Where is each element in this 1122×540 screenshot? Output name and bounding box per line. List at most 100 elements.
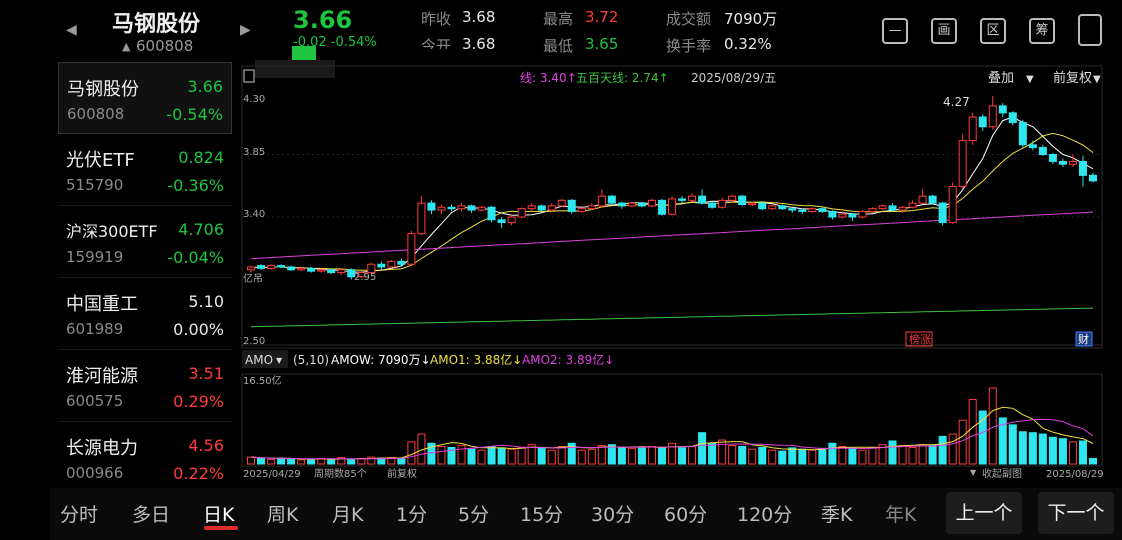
event-tag[interactable]: [905, 331, 933, 347]
watchlist-code: 159919: [66, 248, 124, 266]
collapse-subchart[interactable]: 收起副图: [982, 467, 1022, 480]
turnover-rate-value: 0.32%: [724, 35, 772, 53]
volume-pane-frame: [241, 373, 1103, 467]
watchlist-item[interactable]: 马钢股份 600808 3.66 -0.54%: [58, 62, 232, 134]
volume-bar: [798, 448, 807, 465]
next-stock-button[interactable]: 下一个: [1038, 492, 1114, 534]
watchlist-price: 0.824: [178, 148, 224, 167]
candle-body: [417, 202, 426, 235]
volume-bar: [347, 458, 356, 465]
volume-bar: [938, 435, 947, 465]
turnover-label: 成交额: [666, 10, 712, 28]
volume-bar: [527, 444, 536, 465]
volume-bar: [1058, 438, 1067, 465]
candle-body: [347, 269, 356, 278]
volume-bar: [597, 445, 606, 465]
candle-body: [908, 202, 917, 208]
kline-chart[interactable]: 线: 3.40↑ 五百天线: 2.74↑ 2025/08/29/五 叠加 ▼ 前…: [238, 62, 1106, 482]
tab-weekly-k[interactable]: 周K: [267, 504, 299, 526]
candle-body: [657, 199, 666, 215]
volume-bar: [657, 446, 666, 465]
tab-120min[interactable]: 120分: [737, 504, 793, 526]
tab-daily-k[interactable]: 日K: [203, 504, 235, 526]
volume-bar: [728, 445, 737, 465]
volume-bar: [968, 399, 977, 465]
volume-bar: [908, 446, 917, 465]
watchlist-item[interactable]: 中国重工 601989 5.10 0.00%: [58, 278, 232, 350]
watchlist-item[interactable]: 沪深300ETF 159919 4.706 -0.04%: [58, 206, 232, 278]
volume-bar: [247, 456, 256, 465]
watchlist-pct: 0.22%: [173, 464, 224, 483]
y-tick: 3.85: [243, 147, 265, 158]
overlay-button[interactable]: 叠加: [988, 71, 1014, 86]
candle-body: [457, 205, 466, 210]
adjust-button[interactable]: 前复权: [1053, 70, 1092, 86]
candle-body: [778, 205, 787, 210]
volume-bar: [1088, 457, 1097, 465]
candle-body: [267, 265, 276, 269]
kline-chart-area[interactable]: 线: 3.40↑ 五百天线: 2.74↑ 2025/08/29/五 叠加 ▼ 前…: [238, 62, 1106, 482]
tab-1min[interactable]: 1分: [396, 504, 428, 526]
prev-stock-arrow-icon[interactable]: ◀: [66, 22, 77, 38]
tab-multi-day[interactable]: 多日: [132, 504, 171, 526]
chips-icon[interactable]: 筹: [1029, 18, 1055, 44]
candle-body: [487, 206, 496, 221]
candle-body: [1058, 160, 1067, 165]
finance-tag[interactable]: [1075, 331, 1093, 347]
start-date: 2025/04/29: [243, 469, 301, 480]
legend-toggle-icon[interactable]: [243, 69, 255, 83]
candle-body: [898, 206, 907, 211]
draw-icon[interactable]: 画: [931, 18, 957, 44]
tooltip-stub: [255, 60, 335, 78]
volume-bar: [297, 459, 306, 465]
candle-body: [1028, 144, 1037, 149]
candle-body: [557, 199, 566, 207]
collapse-icon[interactable]: ▼: [970, 468, 977, 477]
tab-5min[interactable]: 5分: [458, 504, 490, 526]
candle-body: [507, 216, 516, 224]
phone-rotate-icon[interactable]: [1078, 14, 1102, 46]
candle-body: [988, 105, 997, 128]
tab-60min[interactable]: 60分: [664, 504, 708, 526]
candle-body: [497, 219, 506, 224]
grid-lines: [242, 154, 1102, 218]
prev-stock-button[interactable]: 上一个: [946, 492, 1022, 534]
next-stock-arrow-icon[interactable]: ▶: [240, 22, 251, 38]
low-label: 2.95: [354, 272, 376, 283]
y-tick: 2.50: [243, 336, 265, 347]
candle-body: [587, 205, 596, 210]
candle-body: [427, 202, 436, 211]
overlay-dropdown-icon[interactable]: ▼: [1026, 74, 1034, 85]
tab-intraday[interactable]: 分时: [60, 504, 99, 526]
candle-body: [828, 210, 837, 218]
candle-body: [477, 206, 486, 211]
vol-indicator-dropdown-icon[interactable]: ▼: [276, 356, 283, 365]
candle-body: [407, 233, 416, 265]
candle-body: [938, 202, 947, 224]
volume-bar: [477, 449, 486, 465]
candle-body: [527, 205, 536, 210]
candle-body: [387, 260, 396, 268]
candle-body: [758, 202, 767, 210]
tab-yearly-k[interactable]: 年K: [885, 504, 917, 526]
volume-bar: [627, 447, 636, 465]
volume-bar: [547, 449, 556, 465]
tab-quarterly-k[interactable]: 季K: [821, 504, 853, 526]
tab-30min[interactable]: 30分: [591, 504, 635, 526]
adjust-dropdown-icon[interactable]: ▼: [1093, 74, 1101, 85]
tab-monthly-k[interactable]: 月K: [332, 504, 364, 526]
watchlist-price: 3.51: [188, 364, 224, 383]
volume-bar: [738, 445, 747, 465]
watchlist-item[interactable]: 长源电力 000966 4.56 0.22%: [58, 422, 232, 494]
vol-indicator-select[interactable]: [242, 350, 288, 368]
ma-long-line: [250, 211, 1094, 260]
zone-icon[interactable]: 区: [980, 18, 1006, 44]
minus-box-icon[interactable]: —: [882, 18, 908, 44]
tab-15min[interactable]: 15分: [520, 504, 564, 526]
volume-bar: [988, 387, 997, 465]
watchlist-price: 3.66: [187, 77, 223, 96]
watchlist-item[interactable]: 光伏ETF 515790 0.824 -0.36%: [58, 134, 232, 206]
watchlist-item[interactable]: 淮河能源 600575 3.51 0.29%: [58, 350, 232, 422]
end-date: 2025/08/29: [1046, 469, 1104, 480]
candle-body: [718, 199, 727, 208]
